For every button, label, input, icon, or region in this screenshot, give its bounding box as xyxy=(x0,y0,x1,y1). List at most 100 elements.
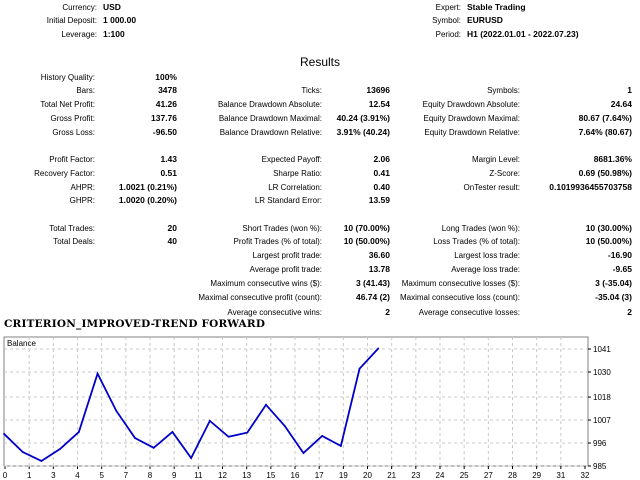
balance-point xyxy=(115,409,118,412)
stat-value: 36.60 xyxy=(368,250,390,260)
stat-value: 0.51 xyxy=(160,168,177,178)
balance-point xyxy=(96,372,99,375)
stat-value: 2 xyxy=(385,307,390,317)
x-tick-label: 27 xyxy=(484,471,493,480)
stat-value: 41.26 xyxy=(155,99,177,109)
balance-point xyxy=(283,424,286,427)
balance-point xyxy=(77,431,80,433)
stat-value: 80.67 (7.64%) xyxy=(578,113,632,123)
stat-label: LR Correlation: xyxy=(268,183,322,192)
stat-label: Average loss trade: xyxy=(451,265,520,274)
stat-value: 10 (50.00%) xyxy=(585,236,632,246)
balance-chart: 0 1 3 4 5 7 8 9 11 12 13 15 16 17 19 20 21 23 24 25 27 28 29 31… xyxy=(3,336,611,480)
stat-value: 13.59 xyxy=(368,195,390,205)
x-tick-label: 3 xyxy=(51,471,56,480)
results-title: Results xyxy=(299,55,340,69)
stat-label: Maximum consecutive losses ($): xyxy=(401,279,520,288)
balance-point xyxy=(59,447,62,450)
x-tick-label: 16 xyxy=(291,471,300,480)
stat-label: Gross Profit: xyxy=(50,114,95,123)
stat-value: 1.43 xyxy=(160,154,177,164)
stat-value: 10 (70.00%) xyxy=(343,223,390,233)
header-label: Initial Deposit: xyxy=(46,16,97,25)
x-tick-label: 7 xyxy=(124,471,129,480)
header-value: 1:100 xyxy=(103,29,125,39)
x-tick-label: 4 xyxy=(75,471,80,480)
stat-label: Z-Score: xyxy=(489,169,520,178)
stat-label: Ticks: xyxy=(301,86,322,95)
x-tick-label: 25 xyxy=(460,471,469,480)
stat-value: 13696 xyxy=(366,85,390,95)
x-tick-label: 15 xyxy=(266,471,275,480)
balance-point xyxy=(208,419,211,422)
y-tick-label: 996 xyxy=(593,439,607,448)
stat-label: GHPR: xyxy=(69,196,95,205)
x-tick-label: 29 xyxy=(532,471,541,480)
header-value: 1 000.00 xyxy=(103,15,137,25)
header-value: USD xyxy=(103,2,121,12)
x-tick-label: 5 xyxy=(99,471,104,480)
x-tick-label: 17 xyxy=(315,471,324,480)
stat-label: LR Standard Error: xyxy=(254,196,322,205)
stat-label: History Quality: xyxy=(40,73,95,82)
x-tick-label: 28 xyxy=(508,471,517,480)
y-tick-label: 1007 xyxy=(593,416,611,425)
balance-point xyxy=(190,457,193,459)
x-tick-label: 13 xyxy=(242,471,251,480)
balance-point xyxy=(152,446,155,449)
stat-value: 2.06 xyxy=(373,154,390,164)
stat-value: 3 (-35.04) xyxy=(595,278,632,288)
stat-value: 40.24 (3.91%) xyxy=(336,113,390,123)
x-tick-label: 1 xyxy=(27,471,32,480)
stat-value: 46.74 (2) xyxy=(355,292,390,302)
stat-label: OnTester result: xyxy=(463,183,520,192)
stat-value: 40 xyxy=(167,236,177,246)
plot-area xyxy=(3,336,589,467)
stat-value: 0.69 (50.98%) xyxy=(578,168,632,178)
stat-label: Total Net Profit: xyxy=(40,100,95,109)
y-tick-label: 985 xyxy=(593,462,607,471)
stat-label: Symbols: xyxy=(487,86,520,95)
header-label: Currency: xyxy=(62,3,97,12)
x-tick-label: 21 xyxy=(387,471,396,480)
header-label: Leverage: xyxy=(61,30,97,39)
stat-label: Total Deals: xyxy=(53,237,95,246)
balance-point xyxy=(171,431,174,433)
balance-point xyxy=(134,437,136,439)
y-tick-label: 1018 xyxy=(593,393,611,402)
header-value: Stable Trading xyxy=(467,2,526,12)
stat-value: 2 xyxy=(627,307,632,317)
stat-value: 3 (41.43) xyxy=(355,278,390,288)
stat-value: 100% xyxy=(155,72,177,82)
stat-value: 13.78 xyxy=(368,264,390,274)
x-tick-label: 9 xyxy=(172,471,177,480)
stat-label: Expected Payoff: xyxy=(261,155,322,164)
balance-point xyxy=(246,431,249,434)
stat-value: -35.04 (3) xyxy=(595,292,632,302)
x-tick-label: 11 xyxy=(194,471,203,480)
stat-value: 1.0021 (0.21%) xyxy=(118,182,177,192)
stat-label: Average consecutive losses: xyxy=(418,308,520,317)
stat-value: 8681.36% xyxy=(593,154,632,164)
y-tick-label: 1030 xyxy=(593,368,611,377)
balance-point xyxy=(339,445,342,447)
balance-point xyxy=(21,451,24,453)
stat-value: 0.1019936455703758 xyxy=(549,182,632,192)
x-tick-label: 32 xyxy=(581,471,590,480)
stat-value: 10 (50.00%) xyxy=(343,236,390,246)
balance-point xyxy=(321,435,324,437)
x-tick-label: 12 xyxy=(218,471,227,480)
stat-label: Short Trades (won %): xyxy=(242,224,322,233)
x-tick-label: 19 xyxy=(339,471,348,480)
stat-label: Profit Factor: xyxy=(49,155,95,164)
stat-value: 1 xyxy=(627,85,632,95)
stat-label: Average profit trade: xyxy=(249,265,322,274)
stat-value: 137.76 xyxy=(151,113,177,123)
stat-label: Total Trades: xyxy=(49,224,95,233)
stat-label: Long Trades (won %): xyxy=(441,224,520,233)
stat-label: Maximal consecutive loss (count): xyxy=(399,293,520,302)
stat-label: Loss Trades (% of total): xyxy=(433,237,520,246)
stat-value: 1.0020 (0.20%) xyxy=(118,195,177,205)
stat-label: Average consecutive wins: xyxy=(227,308,322,317)
stat-value: 0.40 xyxy=(373,182,390,192)
